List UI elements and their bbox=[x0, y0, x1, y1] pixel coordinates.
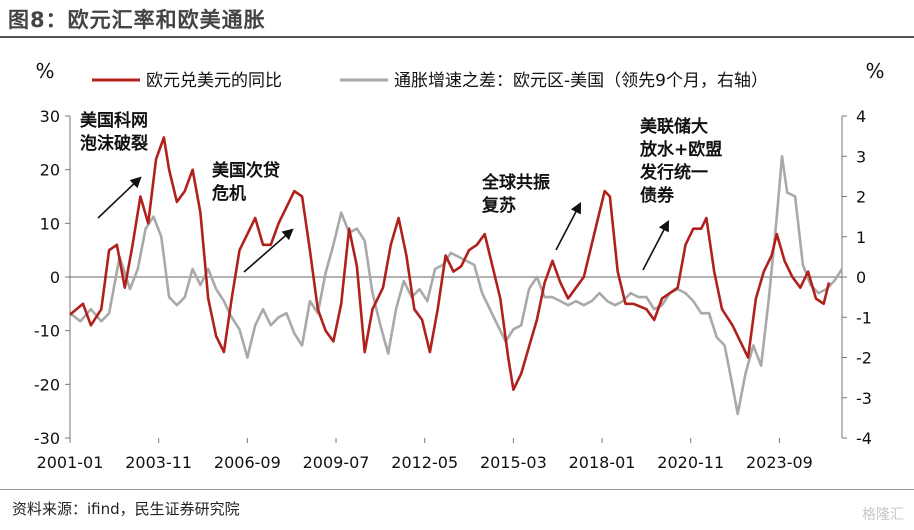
source-divider bbox=[0, 489, 914, 490]
left-tick-label: -30 bbox=[34, 429, 60, 448]
source-note: 资料来源：ifind，民生证券研究院 bbox=[12, 500, 240, 518]
x-tick-label: 2012-05 bbox=[391, 453, 458, 472]
annotation-line: 美国次贷 bbox=[212, 160, 280, 181]
left-tick-label: -10 bbox=[34, 322, 60, 341]
right-tick-label: -2 bbox=[856, 349, 872, 368]
annotation: 全球共振复苏 bbox=[481, 172, 582, 251]
right-tick-label: 3 bbox=[856, 147, 866, 166]
annotation-arrow bbox=[642, 220, 670, 271]
annotation-line: 美联储大 bbox=[640, 116, 708, 137]
annotation-line: 泡沫破裂 bbox=[80, 133, 148, 154]
right-tick-label: 4 bbox=[856, 107, 866, 126]
annotation-line: 全球共振 bbox=[481, 172, 550, 193]
left-tick-label: 30 bbox=[40, 107, 60, 126]
x-tick-label: 2020-11 bbox=[657, 453, 724, 472]
annotation-text: 美国次贷危机 bbox=[211, 160, 280, 204]
right-unit-label: % bbox=[865, 59, 884, 83]
annotation-arrow bbox=[97, 176, 142, 219]
x-tick-label: 2015-03 bbox=[480, 453, 547, 472]
x-tick-label: 2023-09 bbox=[746, 453, 813, 472]
annotation-arrow bbox=[243, 228, 294, 273]
left-tick-label: 0 bbox=[50, 268, 60, 287]
watermark-logo: 格隆汇 bbox=[862, 507, 904, 523]
annotation-line: 复苏 bbox=[481, 195, 516, 216]
annotation-line: 债券 bbox=[640, 185, 675, 206]
left-tick-label: -20 bbox=[34, 375, 60, 394]
annotation: 美联储大放水+欧盟发行统一债券 bbox=[639, 116, 722, 271]
right-tick-label: 0 bbox=[856, 268, 866, 287]
title-divider bbox=[0, 36, 914, 38]
annotation-line: 危机 bbox=[211, 183, 246, 204]
left-tick-label: 10 bbox=[40, 214, 60, 233]
annotation: 美国科网泡沫破裂 bbox=[80, 110, 148, 219]
annotation-text: 全球共振复苏 bbox=[481, 172, 550, 216]
annotation-line: 发行统一 bbox=[639, 162, 708, 183]
annotation-text: 美国科网泡沫破裂 bbox=[80, 110, 148, 154]
left-unit-label: % bbox=[35, 59, 54, 83]
annotation-line: 放水+欧盟 bbox=[639, 139, 722, 160]
series-line-inflation-gap bbox=[69, 155, 844, 416]
legend-label: 通胀增速之差：欧元区-美国（领先9个月，右轴） bbox=[394, 71, 768, 91]
annotation-text: 美联储大放水+欧盟发行统一债券 bbox=[639, 116, 722, 206]
series-line-eur-usd bbox=[69, 136, 831, 391]
annotation-arrow bbox=[555, 202, 582, 251]
right-tick-label: 2 bbox=[856, 188, 866, 207]
chart-title: 图8：欧元汇率和欧美通胀 bbox=[8, 8, 266, 32]
right-tick-label: -1 bbox=[856, 308, 872, 327]
legend-label: 欧元兑美元的同比 bbox=[146, 71, 282, 91]
right-tick-label: 1 bbox=[856, 228, 866, 247]
x-tick-label: 2003-11 bbox=[125, 453, 192, 472]
right-tick-label: -4 bbox=[856, 429, 872, 448]
x-tick-label: 2006-09 bbox=[214, 453, 281, 472]
annotation: 美国次贷危机 bbox=[211, 160, 294, 273]
annotation-line: 美国科网 bbox=[80, 110, 148, 131]
right-tick-label: -3 bbox=[856, 389, 872, 408]
x-tick-label: 2018-01 bbox=[569, 453, 636, 472]
x-tick-label: 2009-07 bbox=[303, 453, 370, 472]
x-tick-label: 2001-01 bbox=[37, 453, 104, 472]
legend: 欧元兑美元的同比 通胀增速之差：欧元区-美国（领先9个月，右轴） bbox=[92, 71, 768, 91]
left-tick-label: 20 bbox=[40, 161, 60, 180]
series-lines bbox=[69, 136, 844, 416]
